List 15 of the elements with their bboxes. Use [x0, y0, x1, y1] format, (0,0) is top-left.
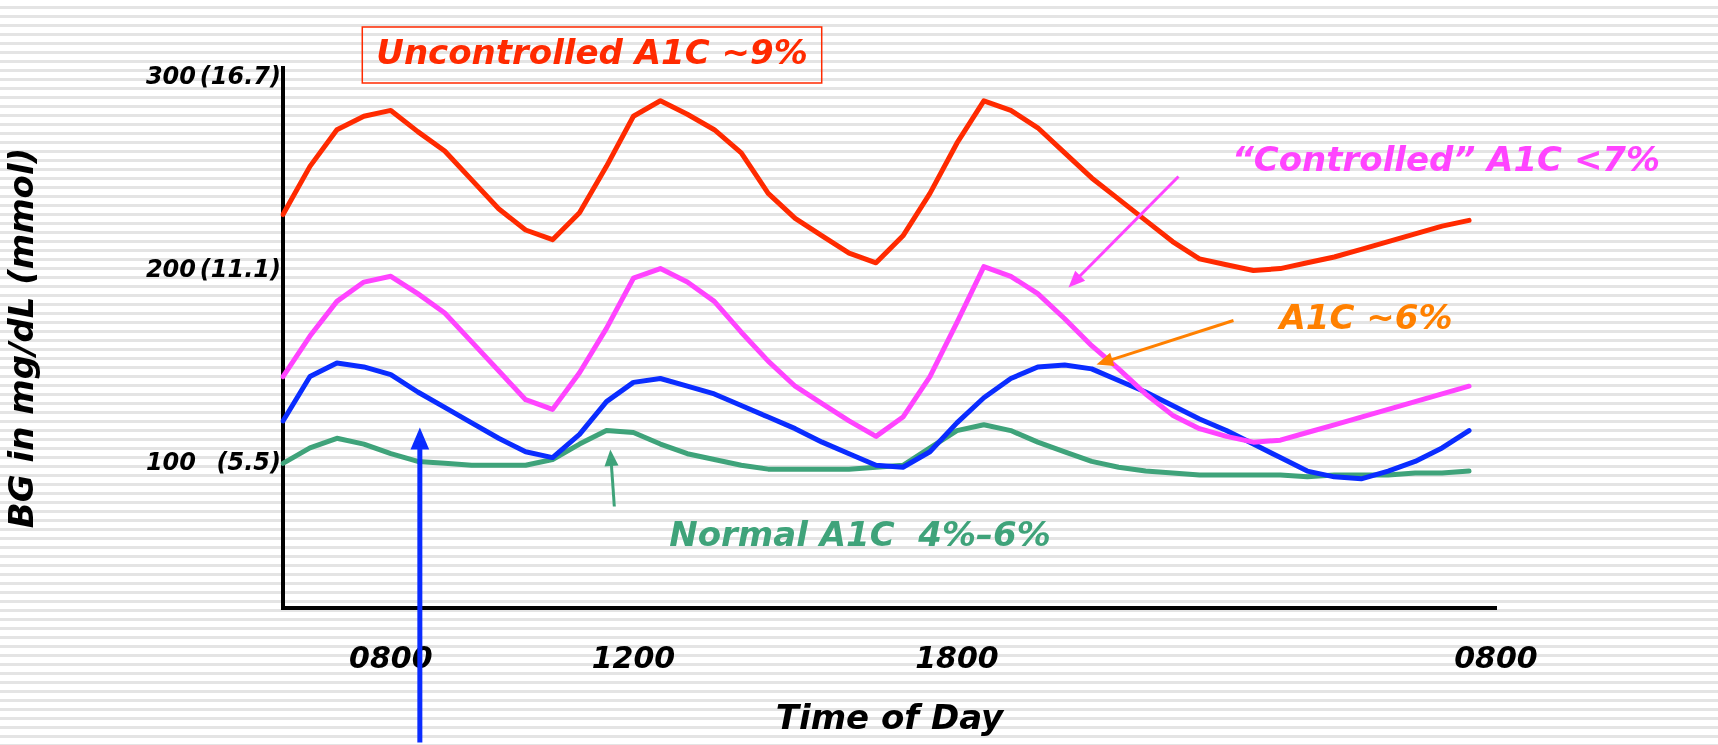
series-label: Normal A1C 4%–6%: [669, 513, 1051, 554]
y-tick-label: 300: [145, 61, 196, 90]
annotation: A1C ~6%: [1276, 296, 1453, 337]
x-tick-label: 1200: [591, 639, 676, 675]
x-tick-label: 1800: [915, 639, 999, 675]
y-axis-title: BG in mg/dL (mmol): [1, 147, 42, 529]
series-label: Uncontrolled A1C ~9%: [376, 31, 808, 72]
y-tick-label: 200: [145, 254, 196, 283]
text: “Controlled” A1C <7%: [1231, 138, 1661, 179]
y2-tick-label: (11.1): [199, 254, 281, 283]
y2-tick-label: (16.7): [199, 61, 281, 90]
y2-tick-label: (5.5): [216, 447, 281, 476]
x-tick-label: 0800: [1454, 639, 1538, 675]
x-axis-title: Time of Day: [775, 697, 1006, 738]
y-tick-label: 100: [145, 447, 196, 476]
